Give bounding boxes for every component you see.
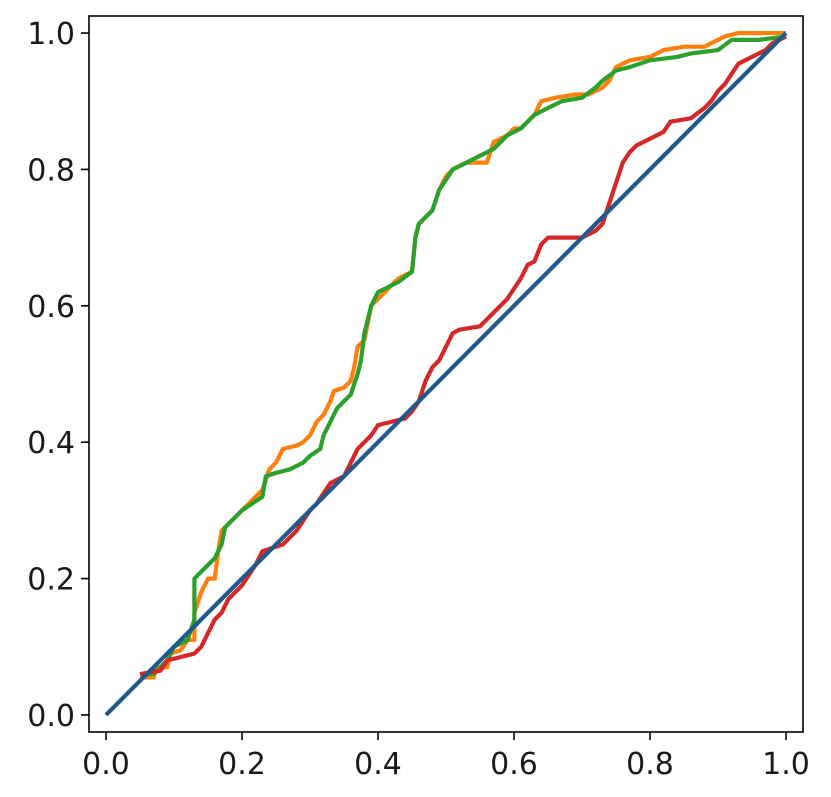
plot-frame (88, 15, 804, 733)
y-tick-label: 0.4 (27, 426, 75, 461)
x-tick-label: 0.0 (82, 747, 130, 782)
x-tick-label: 0.4 (354, 747, 402, 782)
y-tick-label: 1.0 (27, 17, 75, 52)
x-axis: 0.0 0.2 0.4 0.6 0.8 1.0 (82, 732, 810, 782)
series-layer (104, 30, 788, 717)
y-tick-label: 0.0 (27, 699, 75, 734)
y-tick-label: 0.6 (27, 290, 75, 325)
x-tick-label: 0.2 (218, 747, 266, 782)
y-tick-label: 0.8 (27, 153, 75, 188)
x-tick-label: 0.8 (626, 747, 674, 782)
series-line-0 (140, 30, 786, 680)
y-axis: 0.0 0.2 0.4 0.6 0.8 1.0 (27, 17, 89, 734)
x-tick-label: 0.6 (490, 747, 538, 782)
x-tick-label: 1.0 (762, 747, 810, 782)
series-line-3 (104, 31, 788, 717)
y-tick-label: 0.2 (27, 563, 75, 598)
series-line-1 (140, 34, 787, 677)
